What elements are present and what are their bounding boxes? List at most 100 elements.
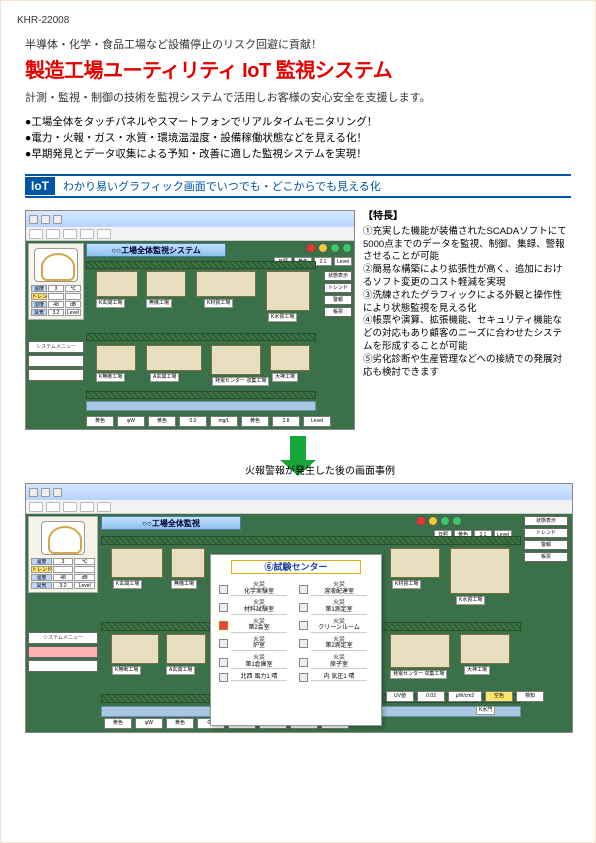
mini-cell: dB [65, 301, 81, 308]
building-label: K材質工場 [204, 299, 233, 308]
window-control-icon[interactable] [41, 215, 50, 224]
building[interactable] [96, 345, 136, 371]
dialog-cell-caption: 火災炉室 [231, 637, 287, 651]
right-button[interactable]: トレンド [324, 283, 352, 293]
dialog-cell[interactable]: 火災第1倉庫室 [219, 655, 293, 669]
window-control-icon[interactable] [53, 488, 62, 497]
alarm-led-icon [219, 658, 228, 667]
alarm-led-icon [299, 673, 308, 682]
right-button[interactable]: 警報 [524, 540, 568, 550]
building[interactable] [96, 271, 138, 297]
right-button[interactable]: 帳票 [324, 307, 352, 317]
toolbar-button[interactable] [29, 229, 43, 239]
building[interactable] [146, 271, 186, 297]
building[interactable] [450, 548, 510, 594]
dialog-cell[interactable]: 火災クリーンルーム [299, 619, 373, 633]
toolbar-button[interactable] [97, 229, 111, 239]
toolbar-button[interactable] [46, 502, 60, 512]
lamp-green-icon [452, 516, 462, 526]
building[interactable] [270, 345, 310, 371]
right-button[interactable]: 状態表示 [524, 516, 568, 526]
hedge [86, 261, 316, 269]
uv-cell: 0.02 [417, 691, 445, 702]
building[interactable] [146, 345, 202, 371]
window-control-icon[interactable] [29, 488, 38, 497]
building[interactable] [266, 271, 310, 311]
features-title: 【特長】 [363, 210, 571, 224]
mini-cell [53, 566, 74, 573]
side-button[interactable]: システムメニュー [28, 341, 84, 353]
toolbar-button[interactable] [80, 502, 94, 512]
building[interactable] [111, 548, 163, 578]
right-button[interactable]: トレンド [524, 528, 568, 538]
dialog-cell[interactable]: 火災第1測定室 [299, 600, 373, 614]
right-button[interactable]: 警報 [324, 295, 352, 305]
status-cell: 2.1 [314, 257, 332, 266]
side-button-alarm[interactable] [28, 646, 98, 658]
building[interactable] [166, 634, 206, 664]
building-label: 大神工場 [272, 373, 298, 382]
dialog-cell-caption: 火災溶液配達室 [311, 582, 367, 596]
mini-cell: 温度 [31, 285, 47, 292]
dialog-cell[interactable]: 火災材料試験室 [219, 600, 293, 614]
building[interactable] [390, 548, 440, 578]
gauge-icon [41, 521, 85, 555]
mini-cell[interactable]: トレンド傾向 [31, 566, 52, 573]
dialog-cell[interactable]: 火災第2会室 [219, 619, 293, 633]
side-button[interactable] [28, 369, 84, 381]
bottom-value-bar: 黄色 φW 黄色 0.0 mg/L 黄色 2.8 Level [86, 416, 331, 427]
side-button[interactable] [28, 660, 98, 672]
right-button[interactable]: 状態表示 [324, 271, 352, 281]
window-control-icon[interactable] [53, 215, 62, 224]
uv-cell: 空色 [485, 691, 513, 702]
side-button[interactable] [28, 355, 84, 367]
dialog-cell[interactable]: 内 気圧1 晴 [299, 673, 373, 682]
window-control-icon[interactable] [41, 488, 50, 497]
window-control-icon[interactable] [29, 215, 38, 224]
doc-id: KHR-22008 [17, 15, 571, 26]
mini-cell: 湿度 [31, 574, 52, 581]
toolbar-button[interactable] [46, 229, 60, 239]
mini-cell: ℃ [65, 285, 81, 292]
gauge-panel: 温度3℃ トレンド傾向 湿度48dB 臭気3.2Level [28, 243, 84, 320]
side-button[interactable]: システムメニュー [28, 632, 98, 644]
dialog-cell[interactable]: 火災原子室 [299, 655, 373, 669]
dialog-cell[interactable]: 火災化学実験室 [219, 582, 293, 596]
building[interactable] [171, 548, 205, 578]
bottom-cell: 黄色 [166, 718, 194, 729]
water-channel [86, 401, 316, 411]
mini-cell[interactable]: トレンド傾向 [31, 293, 47, 300]
building[interactable] [111, 634, 159, 664]
dialog-cell-caption: 北西 風力1 晴 [231, 674, 287, 682]
dialog-cell-caption: 火災原子室 [311, 655, 367, 669]
alarm-led-active-icon [219, 621, 228, 630]
toolbar-button[interactable] [80, 229, 94, 239]
bottom-cell: 0.0 [179, 416, 207, 427]
toolbar-button[interactable] [63, 502, 77, 512]
toolbar-button[interactable] [97, 502, 111, 512]
dialog-cell[interactable]: 北西 風力1 晴 [219, 673, 293, 682]
alarm-led-icon [219, 639, 228, 648]
lamp-yellow-icon [428, 516, 438, 526]
building[interactable] [460, 634, 510, 664]
building-label: K水門 [476, 706, 495, 715]
hedge [86, 391, 316, 399]
right-button[interactable]: 帳票 [524, 552, 568, 562]
dialog-cell[interactable]: 火災炉室 [219, 637, 293, 651]
bottom-cell: 黄色 [86, 416, 114, 427]
building-label: K水質工場 [268, 313, 297, 322]
lamp-yellow-icon [318, 243, 328, 253]
building[interactable] [390, 634, 450, 668]
dialog-cell-caption: 火災第2測定室 [311, 637, 367, 651]
hedge [86, 333, 316, 341]
lamp-red-icon [306, 243, 316, 253]
toolbar-button[interactable] [63, 229, 77, 239]
dialog-title: ⑥試験センター [231, 560, 361, 574]
bottom-cell: φW [135, 718, 163, 729]
building[interactable] [196, 271, 256, 297]
gauge-panel: 温度3℃ トレンド傾向 湿度48dB 臭気3.2Level [28, 516, 98, 593]
toolbar-button[interactable] [29, 502, 43, 512]
building[interactable] [211, 345, 261, 375]
dialog-cell[interactable]: 火災溶液配達室 [299, 582, 373, 596]
dialog-cell[interactable]: 火災第2測定室 [299, 637, 373, 651]
